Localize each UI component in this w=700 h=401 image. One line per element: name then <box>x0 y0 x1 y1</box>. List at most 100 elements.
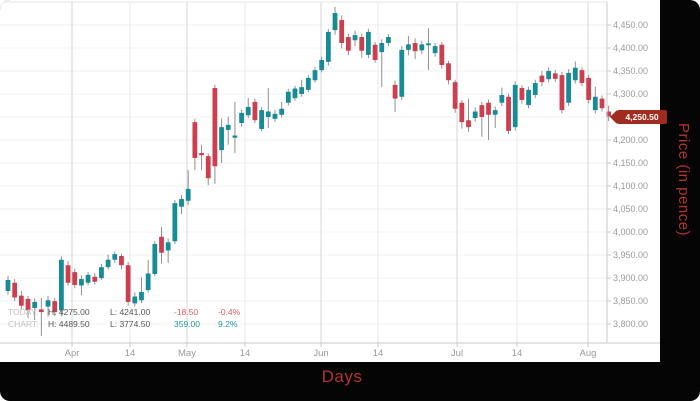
candle-up[interactable] <box>472 111 478 118</box>
candle-up[interactable] <box>32 302 38 309</box>
candle-down[interactable] <box>205 156 211 179</box>
x-axis-title: Days <box>321 367 363 386</box>
candle-up[interactable] <box>112 254 118 260</box>
candle-down[interactable] <box>192 122 198 159</box>
candle-down[interactable] <box>452 82 458 109</box>
legend-today-change: -18.50 <box>174 307 199 317</box>
candle-up[interactable] <box>526 89 531 106</box>
candle-up[interactable] <box>58 259 64 311</box>
candle-up[interactable] <box>399 49 405 97</box>
candle-down[interactable] <box>359 36 365 51</box>
candle-up[interactable] <box>325 31 331 62</box>
candle-up[interactable] <box>272 113 278 119</box>
candle-down[interactable] <box>579 70 585 83</box>
candle-down[interactable] <box>446 63 451 81</box>
candle-up[interactable] <box>232 135 238 138</box>
candle-up[interactable] <box>492 110 498 115</box>
candle-up[interactable] <box>132 296 138 304</box>
current-price-tag: 4,250.50 <box>610 109 667 124</box>
candle-down[interactable] <box>586 77 592 101</box>
candle-up[interactable] <box>239 112 244 124</box>
candle-up[interactable] <box>165 242 171 251</box>
candlestick-plot-area[interactable]: 3,800.00 3,850.00 3,900.00 3,950.00 4,000.00… <box>0 0 667 362</box>
candle-down[interactable] <box>159 236 164 253</box>
candle-up[interactable] <box>319 59 325 71</box>
candle-down[interactable] <box>439 44 445 66</box>
candle-up[interactable] <box>419 44 425 51</box>
candle-down[interactable] <box>72 272 78 286</box>
candle-up[interactable] <box>332 13 338 31</box>
candle-up[interactable] <box>532 82 538 95</box>
candle-down[interactable] <box>459 102 465 123</box>
candle-down[interactable] <box>479 105 485 118</box>
candle-up[interactable] <box>512 84 518 128</box>
candle-down[interactable] <box>392 84 398 99</box>
y-axis-tick-label: 3,800.00 <box>613 319 649 330</box>
candle-down[interactable] <box>92 276 98 282</box>
candle-up[interactable] <box>279 108 285 115</box>
candle-down[interactable] <box>25 298 31 311</box>
candle-up[interactable] <box>305 77 311 90</box>
candle-down[interactable] <box>345 36 351 51</box>
candle-up[interactable] <box>99 267 104 279</box>
candle-up[interactable] <box>45 300 51 307</box>
candle-down[interactable] <box>18 295 24 306</box>
candle-up[interactable] <box>172 203 178 242</box>
candle-up[interactable] <box>426 43 431 46</box>
candle-down[interactable] <box>65 265 71 283</box>
candle-up[interactable] <box>299 87 305 95</box>
candle-up[interactable] <box>312 70 318 81</box>
candle-down[interactable] <box>539 75 545 83</box>
candlestick-chart[interactable] <box>0 0 660 362</box>
candle-down[interactable] <box>12 282 18 298</box>
candle-up[interactable] <box>139 291 144 301</box>
candle-up[interactable] <box>352 35 358 41</box>
candle-down[interactable] <box>599 98 605 109</box>
candle-up[interactable] <box>259 110 265 130</box>
candle-up[interactable] <box>406 44 411 50</box>
candle-up[interactable] <box>179 198 184 207</box>
candle-up[interactable] <box>592 96 598 111</box>
candle-up[interactable] <box>105 259 111 268</box>
candle-down[interactable] <box>38 309 44 313</box>
candle-down[interactable] <box>559 75 565 111</box>
candle-down[interactable] <box>486 102 491 115</box>
x-axis-tick-label: 14 <box>511 348 523 359</box>
candle-down[interactable] <box>125 265 131 303</box>
y-axis-tick-label: 3,950.00 <box>613 250 649 261</box>
candle-up[interactable] <box>285 91 291 103</box>
candle-up[interactable] <box>265 111 271 118</box>
candle-up[interactable] <box>5 279 11 291</box>
candle-up[interactable] <box>379 42 385 53</box>
candle-up[interactable] <box>145 273 151 291</box>
candle-up[interactable] <box>365 31 371 55</box>
candle-down[interactable] <box>412 42 418 52</box>
candle-down[interactable] <box>212 88 218 167</box>
candle-up[interactable] <box>546 71 551 80</box>
candle-up[interactable] <box>386 36 391 43</box>
candle-up[interactable] <box>245 106 251 116</box>
candle-up[interactable] <box>432 46 438 54</box>
candle-up[interactable] <box>79 279 84 286</box>
y-axis-title: Price (in pence) <box>675 123 692 237</box>
candle-down[interactable] <box>552 73 558 79</box>
candle-down[interactable] <box>199 152 204 156</box>
candle-down[interactable] <box>339 19 345 43</box>
candle-down[interactable] <box>252 101 258 121</box>
candle-up[interactable] <box>152 244 158 274</box>
candle-up[interactable] <box>292 88 298 99</box>
candle-down[interactable] <box>119 256 124 266</box>
candle-down[interactable] <box>519 88 525 101</box>
candle-up[interactable] <box>85 274 91 283</box>
candle-up[interactable] <box>566 72 572 103</box>
candle-down[interactable] <box>52 301 58 313</box>
candle-up[interactable] <box>499 94 505 103</box>
candle-up[interactable] <box>185 188 191 201</box>
candle-up[interactable] <box>219 127 224 151</box>
candle-down[interactable] <box>372 44 378 60</box>
candle-up[interactable] <box>572 67 578 81</box>
candle-down[interactable] <box>466 120 471 128</box>
candle-down[interactable] <box>506 96 511 131</box>
candle-up[interactable] <box>225 124 231 130</box>
